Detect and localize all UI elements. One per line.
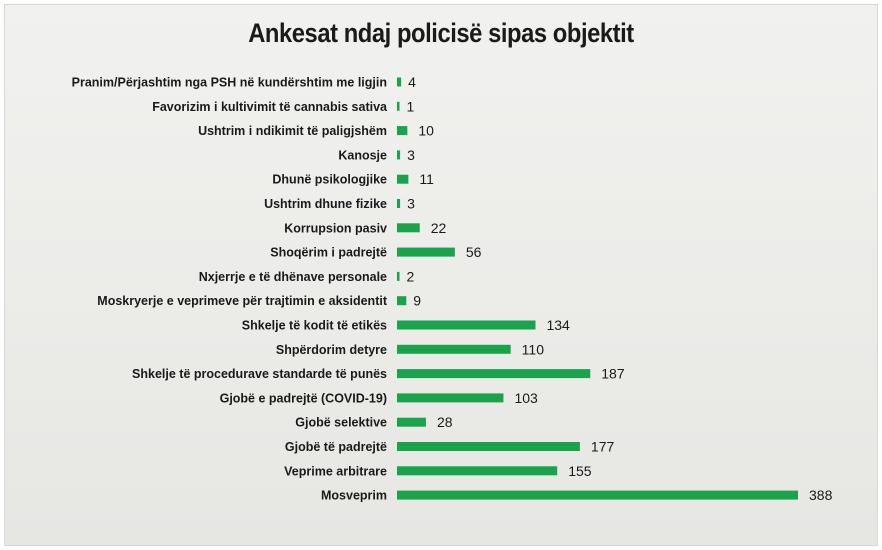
- value-label: 11: [419, 171, 434, 187]
- category-label: Shkelje të kodit të etikës: [242, 319, 387, 333]
- value-label: 1: [407, 98, 415, 114]
- bar: [397, 199, 401, 208]
- value-label: 3: [407, 196, 415, 212]
- chart-background: [4, 4, 878, 546]
- bar: [397, 271, 400, 281]
- value-label: 388: [809, 487, 833, 503]
- bar: [397, 77, 402, 87]
- value-label: 103: [514, 390, 538, 406]
- bar: [397, 344, 511, 354]
- bar: [397, 490, 798, 500]
- category-label: Ushtrim i ndikimit të paligjshëm: [198, 124, 387, 138]
- bar: [397, 174, 409, 184]
- category-label: Shpërdorim detyre: [276, 343, 387, 357]
- bar: [397, 150, 401, 160]
- value-label: 2: [407, 268, 415, 284]
- value-label: 177: [591, 439, 615, 455]
- value-label: 4: [408, 74, 416, 90]
- bar: [397, 393, 504, 403]
- bar: [397, 247, 455, 257]
- category-label: Mosveprim: [321, 489, 387, 503]
- value-label: 3: [407, 147, 415, 163]
- category-label: Ushtrim dhune fizike: [264, 197, 387, 211]
- category-label: Korrupsion pasiv: [284, 221, 387, 235]
- category-label: Dhunë psikologjike: [272, 173, 387, 187]
- bar: [397, 296, 407, 306]
- value-label: 28: [437, 414, 453, 430]
- value-label: 134: [546, 317, 570, 333]
- bar: [397, 466, 558, 476]
- category-label: Moskryerje e veprimeve për trajtimin e a…: [97, 294, 388, 308]
- bar: [397, 126, 408, 136]
- category-label: Nxjerrje e të dhënave personale: [199, 270, 387, 284]
- category-label: Pranim/Përjashtim nga PSH në kundërshtim…: [72, 76, 387, 90]
- category-label: Gjobë selektive: [295, 416, 387, 430]
- value-label: 155: [568, 463, 592, 479]
- chart-title: Ankesat ndaj policisë sipas objektit: [248, 18, 634, 48]
- category-label: Shkelje të procedurave standarde të punë…: [132, 367, 387, 381]
- bar: [397, 223, 420, 233]
- category-label: Gjobë të padrejtë: [285, 440, 387, 454]
- category-label: Shoqërim i padrejtë: [270, 246, 387, 260]
- bar: [397, 369, 591, 379]
- category-label: Veprime arbitrare: [284, 464, 387, 478]
- category-label: Favorizim i kultivimit të cannabis sativ…: [152, 100, 388, 114]
- value-label: 110: [522, 341, 545, 357]
- value-label: 22: [431, 220, 447, 236]
- bar: [397, 417, 426, 427]
- value-label: 56: [466, 244, 482, 260]
- bar: [397, 442, 580, 451]
- value-label: 9: [413, 293, 421, 309]
- bar: [397, 101, 400, 111]
- category-label: Kanosje: [338, 148, 387, 162]
- value-label: 187: [601, 366, 625, 382]
- category-label: Gjobë e padrejtë (COVID-19): [220, 391, 387, 405]
- bar: [397, 320, 536, 330]
- value-label: 10: [418, 123, 434, 139]
